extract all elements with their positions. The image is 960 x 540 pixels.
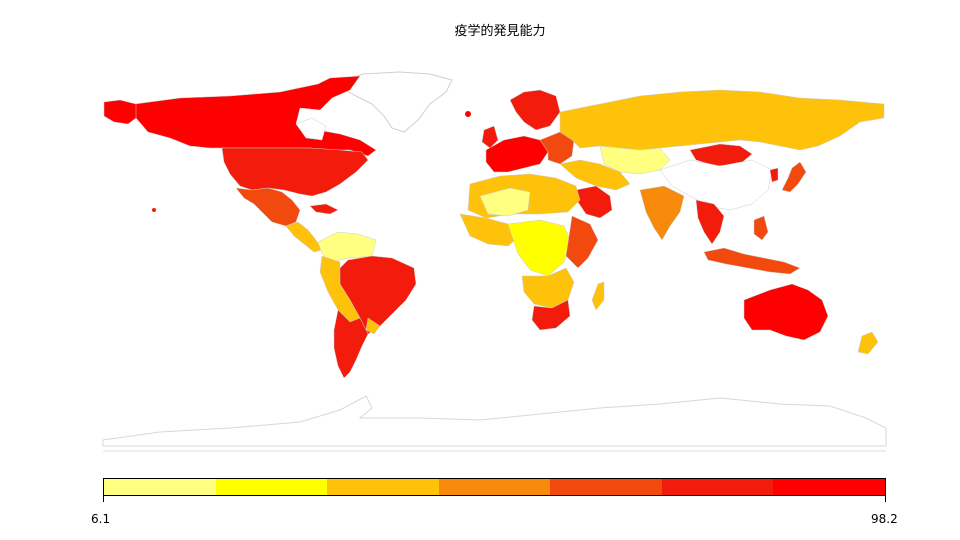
- region-japan: [781, 161, 807, 193]
- legend-color-scale: [103, 478, 886, 496]
- region-argentina-chile: [333, 309, 369, 379]
- legend-bin-3: [327, 479, 439, 495]
- region-canada: [134, 75, 377, 157]
- region-korea: [769, 167, 779, 183]
- legend-max-label: 98.2: [871, 512, 898, 526]
- region-antarctica: [102, 395, 887, 447]
- region-iceland: [465, 111, 471, 117]
- legend-bin-5: [550, 479, 662, 495]
- region-australia: [743, 283, 829, 341]
- region-usa: [221, 147, 369, 197]
- map-title: 疫学的発見能力: [454, 24, 546, 39]
- region-caribbean: [309, 203, 339, 215]
- region-kazakhstan: [599, 145, 671, 175]
- legend-bin-6: [661, 479, 774, 495]
- region-scandinavia: [509, 89, 561, 131]
- region-philippines: [753, 215, 769, 241]
- region-uruguay: [365, 317, 381, 335]
- region-india: [639, 185, 685, 241]
- region-central-africa: [507, 219, 573, 277]
- region-indonesia: [703, 247, 801, 275]
- region-south-africa: [531, 299, 571, 331]
- region-southeast-asia: [695, 199, 725, 245]
- legend-bin-7: [773, 479, 886, 495]
- region-china: [659, 159, 773, 211]
- region-turkey-iran: [559, 159, 631, 191]
- legend-min-label: 6.1: [91, 512, 111, 526]
- region-sahel: [479, 187, 531, 217]
- legend-bin-4: [438, 479, 551, 495]
- region-mexico: [235, 187, 301, 227]
- region-russia: [559, 89, 885, 151]
- region-greenland: [336, 71, 453, 133]
- region-east-africa: [565, 215, 599, 269]
- legend-tick-max: [885, 496, 886, 502]
- region-mongolia: [689, 143, 753, 167]
- legend-bin-1: [104, 479, 216, 495]
- region-hudson-bay: [295, 117, 327, 141]
- legend-tick-min: [103, 496, 104, 502]
- region-uk: [481, 125, 499, 149]
- region-saudi-arabia: [575, 185, 613, 219]
- legend-bin-2: [215, 479, 328, 495]
- region-madagascar: [591, 281, 605, 311]
- region-hawaii: [152, 208, 156, 212]
- region-alaska: [103, 99, 137, 125]
- region-western-europe: [485, 135, 549, 173]
- region-new-zealand: [857, 331, 879, 355]
- region-central-america: [285, 221, 323, 253]
